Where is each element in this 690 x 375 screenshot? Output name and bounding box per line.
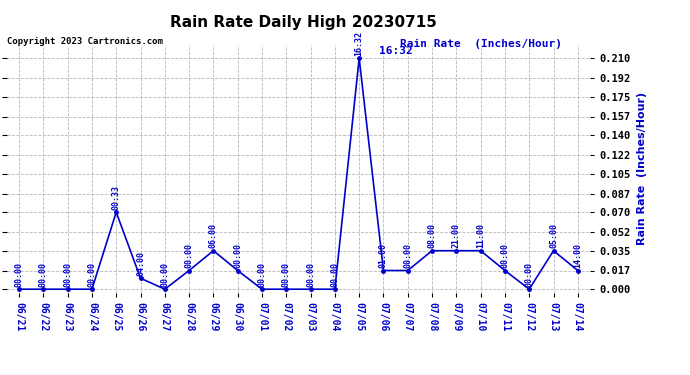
- Text: 16:32: 16:32: [379, 46, 413, 56]
- Text: 11:00: 11:00: [476, 224, 485, 249]
- Text: 00:00: 00:00: [331, 262, 339, 287]
- Text: 00:00: 00:00: [160, 262, 169, 287]
- Text: 00:00: 00:00: [500, 243, 509, 268]
- Y-axis label: Rain Rate  (Inches/Hour): Rain Rate (Inches/Hour): [637, 92, 647, 245]
- Text: 16:32: 16:32: [355, 31, 364, 56]
- Text: 00:00: 00:00: [233, 243, 242, 268]
- Text: 00:00: 00:00: [39, 262, 48, 287]
- Text: Copyright 2023 Cartronics.com: Copyright 2023 Cartronics.com: [7, 38, 163, 46]
- Text: 00:00: 00:00: [306, 262, 315, 287]
- Text: 01:00: 01:00: [379, 243, 388, 268]
- Text: 00:00: 00:00: [14, 262, 23, 287]
- Text: 00:00: 00:00: [257, 262, 266, 287]
- Text: 06:00: 06:00: [209, 224, 218, 249]
- Text: 00:00: 00:00: [185, 243, 194, 268]
- Text: 00:33: 00:33: [112, 185, 121, 210]
- Text: 00:00: 00:00: [63, 262, 72, 287]
- Text: 04:00: 04:00: [136, 251, 145, 276]
- Text: 21:00: 21:00: [452, 224, 461, 249]
- Text: 08:00: 08:00: [428, 224, 437, 249]
- Text: 00:00: 00:00: [524, 262, 534, 287]
- Text: 00:00: 00:00: [88, 262, 97, 287]
- Text: 00:00: 00:00: [403, 243, 412, 268]
- Text: 00:00: 00:00: [282, 262, 290, 287]
- Text: 14:00: 14:00: [573, 243, 582, 268]
- Text: Rain Rate Daily High 20230715: Rain Rate Daily High 20230715: [170, 15, 437, 30]
- Text: 05:00: 05:00: [549, 224, 558, 249]
- Text: Rain Rate  (Inches/Hour): Rain Rate (Inches/Hour): [400, 39, 562, 50]
